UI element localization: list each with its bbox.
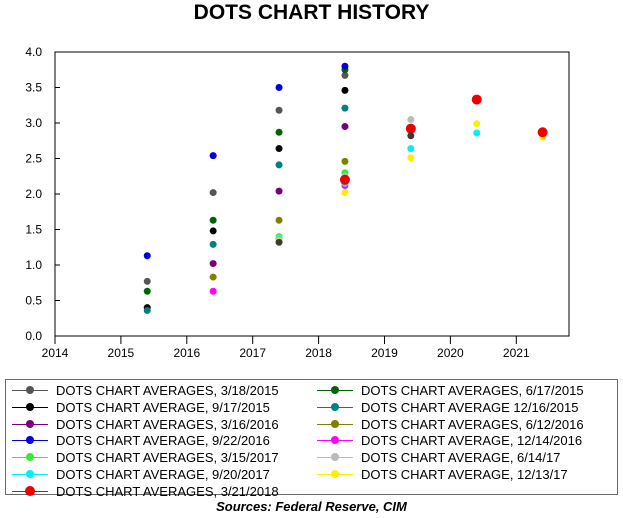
legend-marker	[331, 402, 339, 411]
data-point	[473, 129, 481, 137]
chart-plot: 0.0 0.5 1.0 1.5 2.0 2.5 3.0 3.5 4.0 2014 2015 2016 2…	[25, 45, 570, 360]
data-point	[341, 104, 349, 112]
legend-label: DOTS CHART AVERAGES, 3/21/2018	[56, 483, 279, 499]
legend-label: DOTS CHART AVERAGE, 12/14/2016	[361, 433, 583, 449]
data-point	[275, 216, 283, 224]
legend-label: DOTS CHART AVERAGE, 9/22/2016	[56, 433, 270, 449]
data-point	[209, 287, 217, 295]
x-tick-label: 2021	[503, 346, 530, 360]
data-point	[341, 62, 349, 70]
legend-marker	[331, 419, 339, 428]
legend-label: DOTS CHART AVERAGES, 3/18/2015	[56, 383, 279, 398]
data-point	[209, 240, 217, 248]
data-point	[407, 154, 415, 162]
data-point	[275, 161, 283, 169]
legend-marker	[26, 453, 34, 462]
data-point	[143, 277, 151, 285]
y-tick-label: 0.0	[25, 329, 42, 343]
x-tick-label: 2020	[437, 346, 464, 360]
y-tick-label: 1.5	[25, 223, 42, 237]
legend-marker	[26, 402, 34, 411]
x-tick-label: 2014	[42, 346, 69, 360]
legend-label: DOTS CHART AVERAGES, 6/12/2016	[361, 416, 584, 432]
y-tick-label: 2.0	[25, 187, 42, 201]
legend-label: DOTS CHART AVERAGE 12/16/2015	[361, 399, 579, 415]
data-point	[209, 273, 217, 281]
data-point	[275, 106, 283, 114]
legend-marker	[25, 485, 35, 496]
data-point	[339, 174, 350, 185]
chart-source: Sources: Federal Reserve, CIM	[216, 499, 407, 514]
data-point	[341, 157, 349, 165]
legend-marker	[26, 419, 34, 428]
legend-marker	[26, 470, 34, 478]
data-point	[341, 71, 349, 79]
data-point	[537, 127, 548, 138]
data-point	[209, 216, 217, 224]
data-point	[143, 306, 151, 314]
data-point	[407, 132, 415, 140]
data-point	[209, 189, 217, 197]
legend-marker	[26, 436, 34, 445]
legend-label: DOTS CHART AVERAGES, 3/15/2017	[56, 450, 279, 466]
chart-title: DOTS CHART HISTORY	[193, 1, 430, 24]
x-tick-label: 2015	[108, 346, 135, 360]
x-tick-label: 2019	[371, 346, 398, 360]
plot-frame	[54, 51, 570, 337]
y-tick-label: 4.0	[25, 45, 42, 59]
legend-label: DOTS CHART AVERAGES, 6/17/2015	[361, 383, 584, 398]
data-point	[209, 260, 217, 268]
data-point	[341, 189, 349, 197]
data-point	[275, 187, 283, 195]
x-tick-label: 2016	[173, 346, 200, 360]
data-point	[341, 123, 349, 131]
legend-marker	[331, 436, 339, 445]
y-tick-label: 1.0	[25, 258, 42, 272]
data-point	[143, 287, 151, 295]
data-point	[275, 128, 283, 136]
y-tick-label: 0.5	[25, 294, 42, 308]
data-point	[209, 227, 217, 235]
data-point	[471, 94, 482, 105]
data-point	[143, 252, 151, 260]
x-tick-label: 2017	[239, 346, 266, 360]
data-point	[405, 123, 416, 134]
legend-marker	[26, 386, 34, 394]
data-point	[209, 152, 217, 160]
y-tick-label: 3.5	[25, 81, 42, 95]
data-point	[275, 145, 283, 153]
legend-label: DOTS CHART AVERAGE, 9/20/2017	[56, 467, 270, 482]
legend-label: DOTS CHART AVERAGE, 6/14/17	[361, 450, 561, 466]
legend-marker	[331, 453, 339, 462]
legend-label: DOTS CHART AVERAGE, 12/13/17	[361, 467, 568, 482]
y-tick-label: 3.0	[25, 116, 42, 130]
data-point	[407, 115, 415, 123]
chart-legend: DOTS CHART AVERAGES, 3/18/2015 DOTS CHART…	[5, 379, 618, 499]
legend-marker	[331, 386, 339, 394]
y-tick-label: 2.5	[25, 152, 42, 166]
x-tick-label: 2018	[305, 346, 332, 360]
legend-label: DOTS CHART AVERAGE, 9/17/2015	[56, 399, 270, 415]
legend-label: DOTS CHART AVERAGES, 3/16/2016	[56, 416, 279, 432]
data-point	[275, 238, 283, 246]
data-point	[473, 120, 481, 128]
legend-marker	[331, 470, 339, 478]
data-point	[407, 145, 415, 153]
data-point	[275, 84, 283, 91]
data-point	[341, 86, 349, 94]
